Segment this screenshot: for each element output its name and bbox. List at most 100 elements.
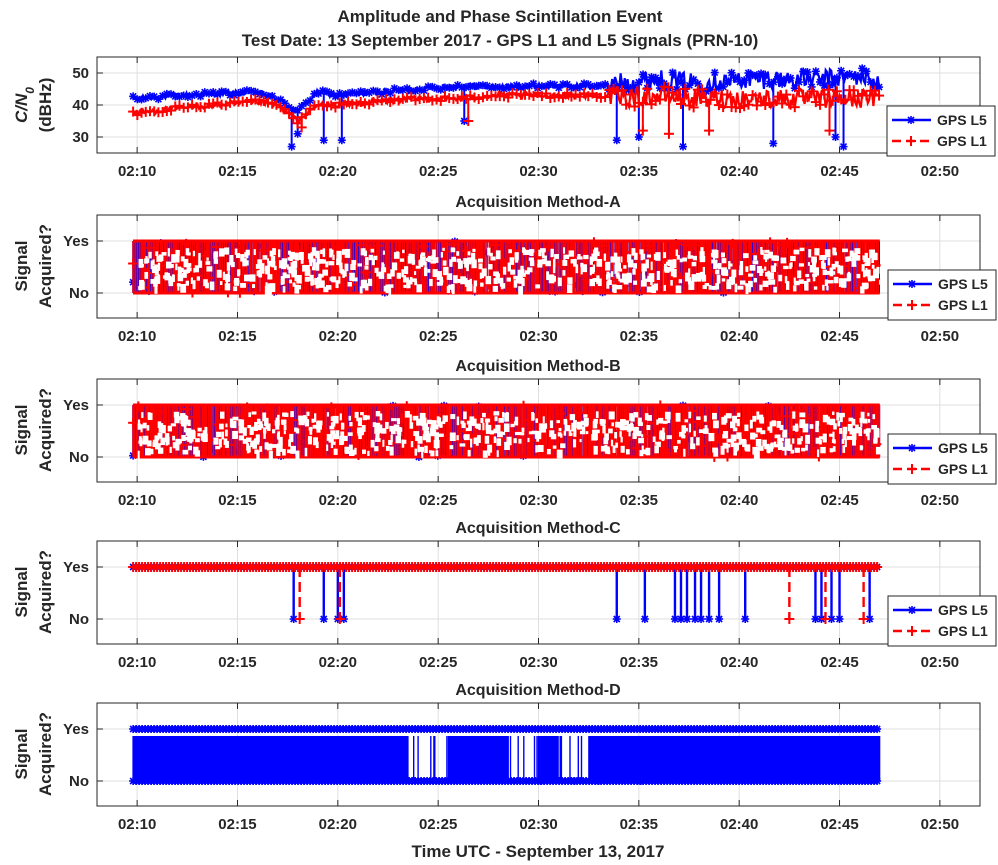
gap xyxy=(696,272,702,282)
gap xyxy=(662,427,665,437)
gap xyxy=(285,274,291,279)
gap xyxy=(632,268,636,275)
gap xyxy=(347,432,353,436)
data-point xyxy=(353,449,364,460)
legend-label: GPS L5 xyxy=(938,440,988,456)
gap xyxy=(522,248,526,256)
x-tick-label: 02:10 xyxy=(118,492,156,509)
gap xyxy=(527,437,530,443)
gap xyxy=(374,267,379,273)
gap xyxy=(641,434,644,438)
gap xyxy=(501,283,506,289)
x-tick-label: 02:20 xyxy=(319,163,357,180)
gap xyxy=(313,440,317,446)
gap xyxy=(278,260,282,269)
data-point xyxy=(436,85,445,94)
gap xyxy=(367,278,373,287)
data-point xyxy=(190,412,201,423)
legend-box xyxy=(886,105,996,157)
gap xyxy=(289,279,292,284)
gap xyxy=(425,433,431,443)
drop-point xyxy=(858,614,869,624)
gap xyxy=(580,420,585,426)
gap xyxy=(354,447,357,455)
series-markers-gps-l1 xyxy=(128,81,885,129)
gap xyxy=(139,263,144,268)
x-tick-label: 02:15 xyxy=(218,163,256,180)
gap xyxy=(556,420,561,424)
gap xyxy=(137,419,141,424)
gap xyxy=(799,412,806,418)
gap xyxy=(432,249,436,257)
gap xyxy=(654,441,661,445)
gap xyxy=(255,434,260,443)
data-point xyxy=(777,98,788,109)
gap xyxy=(144,271,149,279)
gap xyxy=(873,270,880,279)
gap xyxy=(552,258,556,268)
gap xyxy=(221,431,225,440)
data-point xyxy=(722,451,733,462)
gap xyxy=(375,438,381,442)
dip-point xyxy=(637,125,648,136)
gap xyxy=(386,273,392,279)
gap xyxy=(361,449,366,454)
gap xyxy=(349,446,353,453)
gap xyxy=(790,449,795,454)
gap xyxy=(702,266,706,273)
legend: GPS L5 GPS L1 xyxy=(886,105,996,157)
gap xyxy=(148,251,152,259)
gap xyxy=(564,420,568,429)
gap xyxy=(282,276,285,285)
gap xyxy=(824,249,831,258)
gap xyxy=(246,450,250,454)
data-point xyxy=(767,426,778,437)
gap xyxy=(269,283,276,293)
gap xyxy=(827,257,831,266)
gap xyxy=(450,247,455,253)
gap xyxy=(824,279,829,286)
gap xyxy=(298,415,303,421)
y-tick-label: Yes xyxy=(63,559,89,576)
gap xyxy=(676,414,679,422)
gap xyxy=(435,440,438,450)
x-tick-label: 02:25 xyxy=(419,328,457,345)
x-tick-label: 02:10 xyxy=(118,163,156,180)
gap xyxy=(579,430,584,435)
gap xyxy=(181,415,187,423)
gap xyxy=(615,442,618,448)
gap xyxy=(428,450,432,454)
gap xyxy=(349,272,355,281)
gap xyxy=(821,255,827,260)
gap xyxy=(849,430,853,435)
gap xyxy=(822,269,828,276)
gap xyxy=(637,417,642,425)
gap xyxy=(150,260,153,270)
gap xyxy=(314,278,319,285)
gap xyxy=(749,265,756,271)
gap xyxy=(539,423,542,430)
gap xyxy=(499,281,503,287)
gap xyxy=(271,444,278,448)
gap xyxy=(521,277,525,287)
legend-entry-gps-l5: GPS L5 xyxy=(893,276,988,292)
gap xyxy=(333,448,338,455)
gap xyxy=(270,255,276,265)
gap xyxy=(294,284,300,294)
gap xyxy=(604,433,609,441)
gap xyxy=(219,281,223,285)
gap xyxy=(542,258,547,265)
data-point xyxy=(696,440,707,451)
gap xyxy=(625,449,630,455)
gap xyxy=(155,251,159,256)
gap xyxy=(784,448,787,456)
gap xyxy=(752,415,757,422)
gap xyxy=(435,450,439,457)
gap xyxy=(851,258,857,267)
x-tick-label: 02:25 xyxy=(419,492,457,509)
gap xyxy=(413,431,420,436)
gap xyxy=(798,279,804,284)
gap xyxy=(615,421,621,428)
gap xyxy=(537,259,543,266)
gap xyxy=(240,254,245,262)
